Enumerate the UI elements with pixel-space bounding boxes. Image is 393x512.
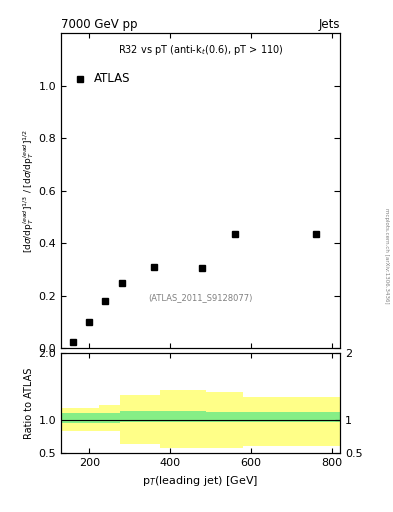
Text: (ATLAS_2011_S9128077): (ATLAS_2011_S9128077) <box>148 293 253 302</box>
Y-axis label: Ratio to ATLAS: Ratio to ATLAS <box>24 368 34 439</box>
Text: R32 vs pT (anti-k$_t$(0.6), pT > 110): R32 vs pT (anti-k$_t$(0.6), pT > 110) <box>118 42 283 57</box>
Text: 7000 GeV pp: 7000 GeV pp <box>61 18 138 31</box>
X-axis label: p$_T$(leading jet) [GeV]: p$_T$(leading jet) [GeV] <box>142 474 259 487</box>
Text: Jets: Jets <box>318 18 340 31</box>
Text: mcplots.cern.ch [arXiv:1306.3436]: mcplots.cern.ch [arXiv:1306.3436] <box>384 208 389 304</box>
Y-axis label: [d$\sigma$/dp$_T^{lead}$]$^{1/3}$ / [d$\sigma$/dp$_T^{lead}$]$^{1/2}$: [d$\sigma$/dp$_T^{lead}$]$^{1/3}$ / [d$\… <box>20 129 35 253</box>
Text: ATLAS: ATLAS <box>94 72 131 86</box>
